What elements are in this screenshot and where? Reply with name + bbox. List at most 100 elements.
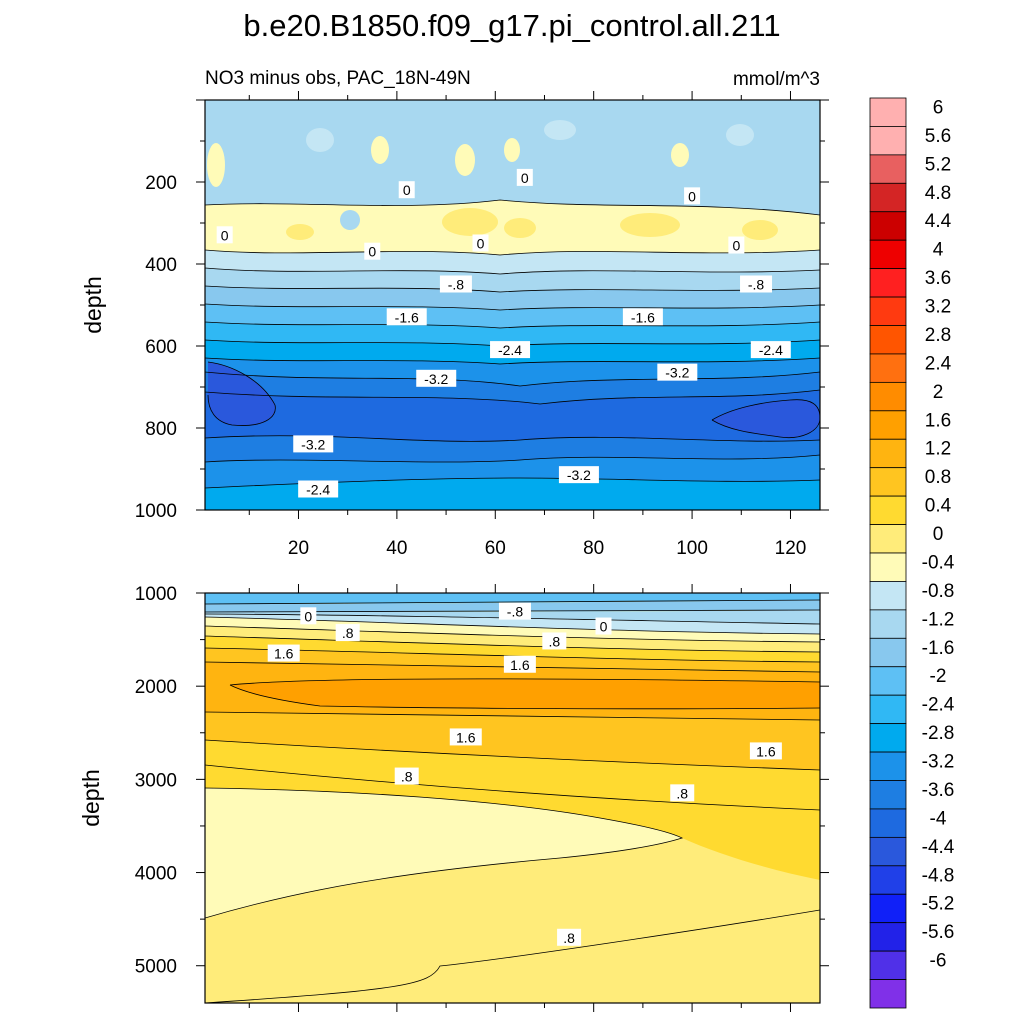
upper-contour-fill [205,100,820,510]
colorbar-swatch [869,524,907,554]
lower-contour-label-text: 0 [600,619,608,635]
colorbar-label: -3.2 [922,752,955,773]
colorbar-swatch [869,126,907,156]
upper-contour-label: 0 [216,226,233,244]
lower-depth-label: depth [78,769,104,827]
upper-contour-label-text: 0 [403,182,411,198]
colorbar-label: 4 [933,240,944,261]
upper-contour-label-text: 0 [521,170,529,186]
figure-title: b.e20.B1850.f09_g17.pi_control.all.211 [243,8,780,43]
colorbar-label: -6 [930,951,947,972]
lower-contour-label-bg [749,742,782,760]
lower-contour-label: 1.6 [503,655,536,673]
upper-axes: 20 40 60 80 100 120 200 400 600 800 1000 [135,91,829,559]
upper-contour-label-text: -2.4 [759,342,783,358]
colorbar-label: 1.2 [925,439,951,460]
upper-contour-label-bg [298,480,339,498]
upper-xtick-label: 20 [288,538,309,559]
lower-contour-label-text: .8 [548,633,560,649]
upper-depth-label: depth [80,276,106,334]
colorbar-swatch [869,552,907,582]
upper-contour-label-bg [386,308,427,326]
lower-contour-label: .8 [557,928,582,946]
colorbar-swatch [869,723,907,753]
lower-contour-label-text: 0 [304,608,312,624]
colorbar-swatch [869,296,907,326]
upper-contour-label-text: -3.2 [567,467,591,483]
colorbar-label: -4.8 [922,865,955,886]
colorbar-swatch [869,239,907,270]
lower-contour-label-bg [670,784,695,802]
upper-contour-label-text: -1.6 [395,309,419,325]
lower-contour-label-bg [335,624,360,642]
colorbar-swatch [869,97,907,127]
lower-contour-label: .8 [542,632,567,650]
upper-contour-label: 0 [472,234,489,252]
upper-contour-label-bg [472,234,489,252]
upper-ytick-label: 400 [145,255,177,276]
upper-contour-label-bg [364,242,381,260]
colorbar-swatch [869,922,907,952]
upper-contour-label: -3.2 [657,363,698,381]
upper-contour-label-text: -3.2 [301,436,325,452]
upper-contour-label: 0 [398,181,415,199]
upper-contour-label: 0 [516,168,533,186]
upper-xtick-label: 80 [583,538,604,559]
colorbar-label: 4.8 [925,183,951,204]
lower-contour-label: 1.6 [749,742,782,760]
colorbar-label: 1.6 [925,410,951,431]
upper-contour-label: -.8 [740,275,773,293]
upper-contour-label-bg [684,187,701,205]
upper-contour-label-bg [293,435,334,453]
upper-contour-label-text: 0 [477,236,485,252]
colorbar-label: 0.4 [925,496,952,517]
upper-contour-label: 0 [728,236,745,254]
upper-contour-label-bg [657,363,698,381]
colorbar-label: 4.4 [925,211,952,232]
colorbar-label: 2 [933,382,944,403]
colorbar-label: -2.8 [922,723,955,744]
colorbar-label: -3.6 [922,780,955,801]
upper-contour-label-text: -1.6 [631,309,655,325]
upper-contour-label-bg [398,181,415,199]
colorbar-swatch [869,893,907,924]
colorbar-label: -2 [930,666,947,687]
upper-contour-label-text: 0 [221,227,229,243]
lower-contour-label-bg [394,767,419,785]
upper-ytick-label: 800 [145,419,177,440]
lower-contour-label-bg [449,728,482,746]
upper-contour-label: -3.2 [416,369,457,387]
lower-contour-label: .8 [394,767,419,785]
lower-axes: 1000 2000 3000 4000 5000 [135,584,829,1012]
upper-ytick-label: 600 [145,337,177,358]
lower-panel: 0 -.8 0 .8 .8 1.6 1.6 1.6 1.6 .8 .8 .8 1000 2000 3000… [78,584,829,1012]
colorbar-label: -1.2 [922,609,955,630]
colorbar-label: -5.2 [922,894,955,915]
colorbar-swatch [869,325,907,355]
colorbar-swatch [869,666,907,696]
lower-contour-label-text: 1.6 [510,657,530,673]
colorbar-label: 3.6 [925,268,951,289]
upper-contour-label: -2.4 [490,341,531,359]
colorbar-swatch [869,836,907,867]
lower-ytick-label: 5000 [135,957,177,978]
colorbar-swatch [869,751,907,781]
colorbar-swatch [869,495,907,525]
lower-plot-frame [204,592,821,1004]
colorbar-label: 2.4 [925,353,952,374]
upper-contour-label-bg [558,466,599,484]
lower-contour-label-bg [300,607,317,625]
colorbar-label: 0.8 [925,467,951,488]
upper-contour-label-bg [728,236,745,254]
upper-panel: 0 0 0 0 0 0 0 -.8 -.8 -1.6 -1.6 -2.4 -2.4 -3.2 -3.2 -3.… [80,91,829,559]
colorbar-swatch [869,609,907,639]
upper-xtick-label: 100 [676,538,708,559]
upper-contour-label-text: -.8 [448,277,465,293]
lower-contour-label-bg [267,644,300,662]
colorbar-swatch [869,808,907,838]
lower-contour-label: -.8 [498,602,531,620]
upper-contour-label-text: 0 [368,244,376,260]
upper-ytick-label: 1000 [135,501,177,522]
upper-contour-label-bg [622,308,663,326]
colorbar-swatch [869,950,907,980]
